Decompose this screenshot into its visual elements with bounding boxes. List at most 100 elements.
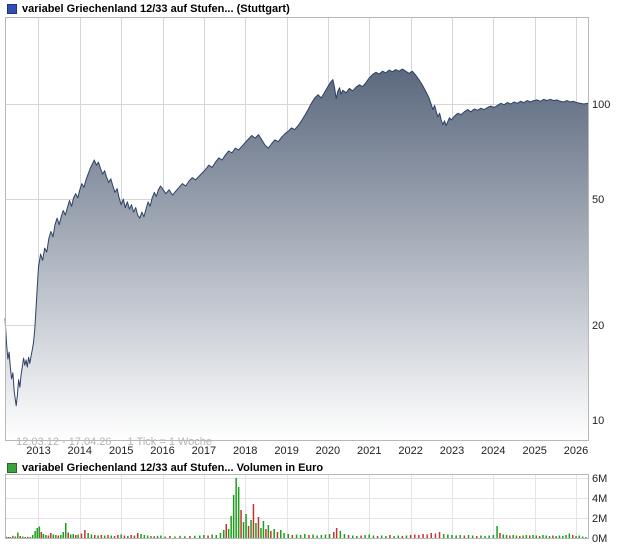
x-axis-year-label: 2026 [564, 445, 588, 457]
volume-bar [480, 535, 482, 538]
volume-bar [34, 531, 36, 538]
volume-bar [94, 535, 96, 538]
volume-bar [32, 535, 34, 538]
volume-bar [304, 534, 306, 538]
volume-bar [283, 533, 285, 538]
volume-bar [184, 536, 186, 538]
volume-bar [280, 530, 282, 538]
volume-bar [455, 535, 457, 538]
volume-bar [343, 534, 346, 538]
volume-bar [143, 535, 146, 538]
volume-bar [484, 536, 486, 538]
volume-bar [156, 535, 159, 538]
volume-bar [113, 536, 116, 538]
volume-bar [40, 532, 43, 538]
volume-bar [14, 536, 17, 538]
price-area [5, 69, 588, 440]
price-y-tick-label: 20 [592, 320, 604, 332]
volume-bar [502, 534, 504, 538]
volume-bar [347, 535, 350, 538]
volume-bar [529, 535, 531, 538]
volume-bar [492, 535, 495, 538]
volume-bar [376, 536, 379, 538]
volume-bar [245, 514, 247, 538]
volume-bar [260, 528, 262, 538]
volume-bar [418, 535, 420, 538]
volume-bar [328, 534, 331, 538]
volume-y-tick-label: 2M [592, 513, 607, 525]
volume-bar [401, 536, 404, 538]
volume-bar [538, 536, 541, 538]
volume-bar [247, 526, 250, 538]
volume-bar [70, 534, 72, 538]
volume-bar [62, 532, 64, 538]
volume-bar [414, 534, 416, 538]
volume-bar [140, 534, 142, 538]
volume-bar [575, 536, 577, 538]
volume-y-tick-label: 4M [592, 493, 607, 505]
volume-bar [215, 535, 217, 538]
volume-bar [29, 537, 31, 538]
volume-bar [522, 535, 524, 538]
x-axis-year-label: 2019 [274, 445, 298, 457]
volume-bar [133, 535, 136, 538]
volume-bar [434, 533, 437, 538]
volume-bar [276, 532, 279, 538]
volume-bar [227, 529, 230, 538]
volume-bar [356, 536, 358, 538]
volume-bar [90, 534, 93, 538]
volume-bar [335, 528, 338, 538]
volume-bar [24, 537, 26, 538]
volume-bar [179, 535, 181, 538]
volume-bar [103, 535, 106, 538]
volume-bar [19, 536, 21, 538]
volume-bar [189, 536, 191, 538]
volume-bar [320, 535, 323, 538]
volume-bar [164, 536, 166, 538]
price-chart-title: variabel Griechenland 12/33 auf Stufen..… [22, 3, 290, 15]
volume-bar [555, 536, 557, 538]
volume-bar [463, 535, 466, 538]
volume-bar [270, 531, 272, 538]
volume-bar [240, 510, 242, 538]
volume-bar [38, 526, 41, 538]
x-axis-year-label: 2015 [109, 445, 133, 457]
volume-bar [250, 520, 252, 538]
volume-bar [505, 535, 508, 538]
volume-bar [27, 536, 29, 538]
volume-bar [380, 535, 383, 538]
volume-bar [127, 536, 129, 538]
volume-bar [273, 529, 275, 538]
x-axis-year-label: 2016 [150, 445, 174, 457]
volume-bar [123, 535, 126, 538]
volume-bar [235, 478, 237, 538]
price-y-tick-label: 50 [592, 194, 604, 206]
volume-bar [372, 535, 375, 538]
volume-bar [67, 532, 69, 538]
volume-bar [230, 516, 232, 538]
volume-bar [17, 532, 19, 538]
volume-bar [84, 530, 86, 538]
price-line [4, 68, 589, 407]
volume-bar [97, 535, 99, 538]
volume-bar [52, 534, 55, 538]
volume-chart-title: variabel Griechenland 12/33 auf Stufen..… [22, 462, 324, 474]
volume-bar [265, 529, 267, 538]
volume-bar [578, 535, 581, 538]
volume-bar [169, 536, 171, 538]
x-axis-year-label: 2023 [440, 445, 464, 457]
volume-bar [364, 535, 366, 538]
volume-bar [110, 535, 112, 538]
volume-bar [548, 536, 551, 538]
volume-bar [150, 536, 152, 538]
volume-bar [232, 495, 235, 538]
volume-bar [352, 535, 354, 538]
volume-bar [80, 533, 83, 538]
volume-bar [393, 536, 395, 538]
price-chart-header: variabel Griechenland 12/33 auf Stufen..… [7, 3, 290, 15]
volume-bar [459, 535, 461, 538]
volume-bar [295, 534, 298, 538]
x-axis-year-label: 2025 [522, 445, 546, 457]
volume-bar [287, 534, 289, 538]
